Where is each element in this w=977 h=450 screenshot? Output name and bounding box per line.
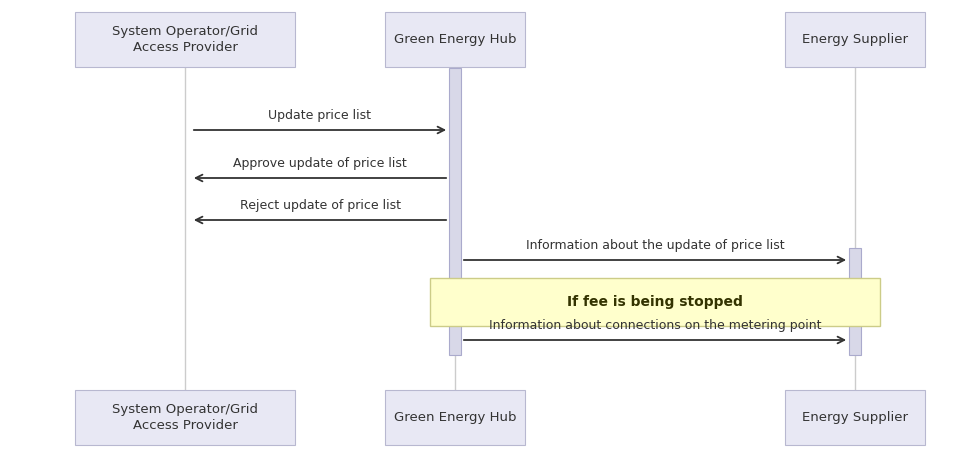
- Text: Energy Supplier: Energy Supplier: [801, 411, 907, 424]
- Text: Update price list: Update price list: [269, 109, 371, 122]
- Bar: [75, 390, 295, 445]
- Bar: [430, 278, 879, 326]
- Text: Information about the update of price list: Information about the update of price li…: [526, 239, 784, 252]
- Text: Green Energy Hub: Green Energy Hub: [394, 33, 516, 46]
- Bar: [848, 248, 860, 355]
- Bar: [785, 390, 924, 445]
- Text: Reject update of price list: Reject update of price list: [239, 199, 401, 212]
- Bar: [785, 12, 924, 67]
- Bar: [385, 390, 525, 445]
- Bar: [448, 68, 460, 355]
- Text: If fee is being stopped: If fee is being stopped: [567, 295, 743, 309]
- Text: Green Energy Hub: Green Energy Hub: [394, 411, 516, 424]
- Text: System Operator/Grid
Access Provider: System Operator/Grid Access Provider: [112, 25, 258, 54]
- Bar: [75, 12, 295, 67]
- Text: Approve update of price list: Approve update of price list: [233, 157, 406, 170]
- Text: System Operator/Grid
Access Provider: System Operator/Grid Access Provider: [112, 403, 258, 432]
- Text: Information about connections on the metering point: Information about connections on the met…: [488, 319, 821, 332]
- Bar: [385, 12, 525, 67]
- Text: Energy Supplier: Energy Supplier: [801, 33, 907, 46]
